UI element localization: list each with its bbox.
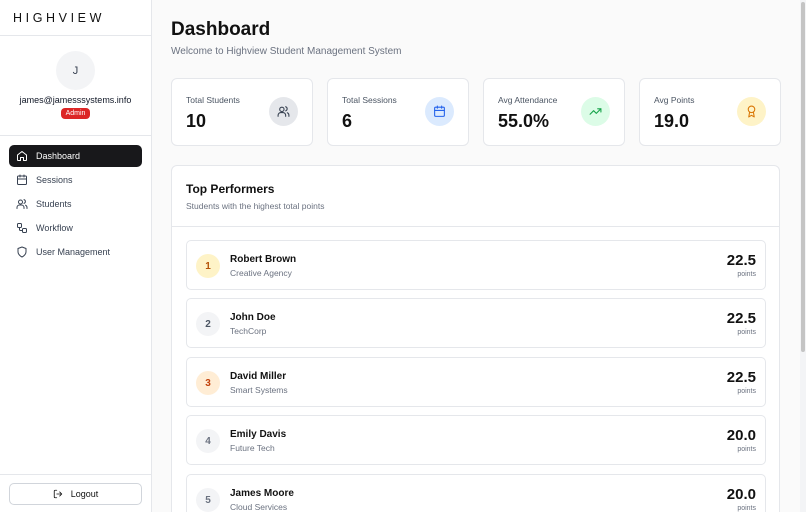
stat-card-total-sessions: Total Sessions 6 <box>327 78 469 146</box>
page-subtitle: Welcome to Highview Student Management S… <box>171 46 402 57</box>
student-name: Emily Davis <box>230 429 287 440</box>
rank-badge: 3 <box>196 371 220 395</box>
stat-label: Avg Attendance <box>498 95 558 105</box>
user-email: james@jamesssystems.info <box>19 95 132 105</box>
student-name: John Doe <box>230 312 276 323</box>
student-points: 22.5 <box>726 369 756 386</box>
stat-label: Total Students <box>186 95 240 105</box>
student-company: Smart Systems <box>230 385 288 395</box>
stat-card-avg-points: Avg Points 19.0 <box>639 78 781 146</box>
student-company: Creative Agency <box>230 268 292 278</box>
rank-badge: 4 <box>196 429 220 453</box>
stat-label: Avg Points <box>654 95 695 105</box>
performer-row[interactable]: 1 Robert Brown Creative Agency 22.5 poin… <box>186 240 766 290</box>
trending-up-icon <box>581 97 610 126</box>
main-content: Dashboard Welcome to Highview Student Ma… <box>152 0 806 512</box>
performer-row[interactable]: 2 John Doe TechCorp 22.5 points <box>186 298 766 348</box>
points-unit: points <box>737 388 756 395</box>
shield-icon <box>16 246 28 258</box>
scrollbar[interactable] <box>800 0 806 512</box>
logout-label: Logout <box>70 488 99 499</box>
page-title: Dashboard <box>171 19 271 40</box>
student-company: Cloud Services <box>230 502 288 512</box>
avatar[interactable]: J <box>56 51 95 90</box>
sidebar-item-students[interactable]: Students <box>9 193 142 215</box>
scrollbar-thumb[interactable] <box>801 2 805 352</box>
calendar-icon <box>16 174 28 186</box>
sidebar-item-sessions[interactable]: Sessions <box>9 169 142 191</box>
student-name: Robert Brown <box>230 254 297 265</box>
stat-card-avg-attendance: Avg Attendance 55.0% <box>483 78 625 146</box>
sidebar-item-label: Workflow <box>36 223 73 233</box>
stat-card-total-students: Total Students 10 <box>171 78 313 146</box>
sidebar-item-label: Students <box>36 199 72 209</box>
student-company: Future Tech <box>230 443 275 453</box>
rank-badge: 1 <box>196 254 220 278</box>
sidebar-item-dashboard[interactable]: Dashboard <box>9 145 142 167</box>
student-points: 22.5 <box>726 252 756 269</box>
sidebar-item-label: Dashboard <box>36 151 81 161</box>
performer-row[interactable]: 5 James Moore Cloud Services 20.0 points <box>186 474 766 512</box>
sidebar-item-label: Sessions <box>36 175 73 185</box>
student-company: TechCorp <box>230 326 267 336</box>
stat-value: 6 <box>342 111 353 131</box>
sidebar: HIGHVIEW J james@jamesssystems.info Admi… <box>0 0 152 512</box>
points-unit: points <box>737 271 756 278</box>
student-points: 20.0 <box>726 486 756 503</box>
stat-label: Total Sessions <box>342 95 397 105</box>
stat-value: 19.0 <box>654 111 690 131</box>
points-unit: points <box>737 446 756 453</box>
points-unit: points <box>737 505 756 512</box>
divider <box>172 226 779 227</box>
sidebar-nav: Dashboard Sessions Students Workflow Use… <box>0 136 151 263</box>
award-icon <box>737 97 766 126</box>
performer-row[interactable]: 3 David Miller Smart Systems 22.5 points <box>186 357 766 407</box>
home-icon <box>16 150 28 162</box>
users-icon <box>16 198 28 210</box>
student-points: 20.0 <box>726 427 756 444</box>
app-logo: HIGHVIEW <box>0 0 151 36</box>
sidebar-item-workflow[interactable]: Workflow <box>9 217 142 239</box>
rank-badge: 2 <box>196 312 220 336</box>
stat-value: 55.0% <box>498 111 550 131</box>
logout-icon <box>53 489 62 498</box>
logout-section: Logout <box>0 474 151 512</box>
stat-value: 10 <box>186 111 207 131</box>
logout-button[interactable]: Logout <box>9 482 142 505</box>
panel-subtitle: Students with the highest total points <box>186 201 325 211</box>
user-profile: J james@jamesssystems.info Admin <box>0 36 151 136</box>
points-unit: points <box>737 329 756 336</box>
performer-row[interactable]: 4 Emily Davis Future Tech 20.0 points <box>186 415 766 465</box>
sidebar-item-user-management[interactable]: User Management <box>9 241 142 263</box>
sidebar-item-label: User Management <box>36 247 111 257</box>
top-performers-panel: Top Performers Students with the highest… <box>171 165 780 512</box>
rank-badge: 5 <box>196 488 220 512</box>
calendar-icon <box>425 97 454 126</box>
student-name: James Moore <box>230 488 294 499</box>
student-points: 22.5 <box>726 310 756 327</box>
role-badge: Admin <box>60 108 91 119</box>
workflow-icon <box>16 222 28 234</box>
panel-title: Top Performers <box>186 182 275 196</box>
users-icon <box>269 97 298 126</box>
student-name: David Miller <box>230 371 287 382</box>
